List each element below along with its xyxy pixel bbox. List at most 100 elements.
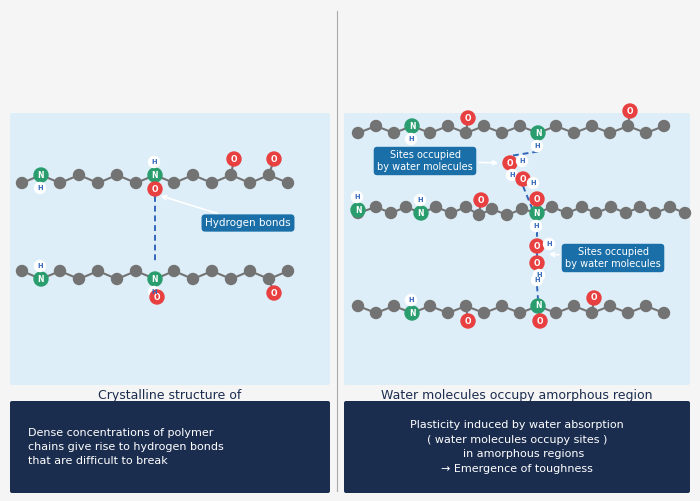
Text: H: H bbox=[37, 263, 43, 269]
Circle shape bbox=[479, 121, 489, 131]
Text: H: H bbox=[519, 158, 525, 164]
Text: O: O bbox=[537, 317, 543, 326]
Circle shape bbox=[680, 207, 690, 218]
Circle shape bbox=[351, 203, 365, 217]
Text: H: H bbox=[534, 143, 540, 149]
Circle shape bbox=[34, 261, 46, 272]
Circle shape bbox=[424, 127, 435, 138]
Circle shape bbox=[34, 168, 48, 182]
Text: Sites occupied
by water molecules: Sites occupied by water molecules bbox=[551, 247, 661, 269]
Circle shape bbox=[514, 308, 526, 319]
Text: H: H bbox=[37, 185, 43, 191]
Circle shape bbox=[550, 308, 561, 319]
Text: O: O bbox=[271, 154, 277, 163]
Circle shape bbox=[659, 121, 669, 131]
Circle shape bbox=[605, 127, 615, 138]
Circle shape bbox=[34, 182, 46, 193]
FancyBboxPatch shape bbox=[344, 401, 690, 493]
Circle shape bbox=[169, 177, 179, 188]
Circle shape bbox=[531, 126, 545, 140]
Text: N: N bbox=[409, 122, 415, 130]
Text: H: H bbox=[151, 159, 157, 165]
Text: Hydrogen bonds: Hydrogen bonds bbox=[162, 195, 290, 228]
Circle shape bbox=[148, 156, 160, 167]
Circle shape bbox=[622, 121, 634, 131]
Circle shape bbox=[34, 272, 48, 286]
Text: N: N bbox=[152, 275, 158, 284]
Circle shape bbox=[531, 220, 542, 231]
Circle shape bbox=[531, 140, 542, 151]
Circle shape bbox=[501, 209, 512, 220]
Circle shape bbox=[486, 203, 498, 214]
Circle shape bbox=[225, 274, 237, 285]
Text: H: H bbox=[534, 277, 540, 283]
Circle shape bbox=[605, 301, 615, 312]
Circle shape bbox=[507, 169, 517, 180]
FancyBboxPatch shape bbox=[10, 401, 330, 493]
Circle shape bbox=[405, 306, 419, 320]
Text: O: O bbox=[591, 294, 597, 303]
Circle shape bbox=[130, 177, 141, 188]
Text: Crystalline structure of
polyamide-66 resins: Crystalline structure of polyamide-66 re… bbox=[98, 389, 242, 417]
Circle shape bbox=[188, 274, 199, 285]
Circle shape bbox=[530, 256, 544, 270]
Text: H: H bbox=[509, 172, 514, 178]
Circle shape bbox=[386, 207, 396, 218]
Circle shape bbox=[227, 152, 241, 166]
Circle shape bbox=[353, 207, 363, 218]
Text: O: O bbox=[477, 195, 484, 204]
Circle shape bbox=[503, 156, 517, 170]
Circle shape bbox=[461, 301, 472, 312]
Circle shape bbox=[568, 301, 580, 312]
Circle shape bbox=[461, 111, 475, 125]
Circle shape bbox=[445, 207, 456, 218]
Circle shape bbox=[517, 155, 528, 166]
Text: O: O bbox=[231, 154, 237, 163]
Text: H: H bbox=[530, 180, 536, 186]
Circle shape bbox=[634, 201, 645, 212]
Circle shape bbox=[206, 177, 218, 188]
Circle shape bbox=[244, 266, 256, 277]
Text: O: O bbox=[271, 289, 277, 298]
Text: N: N bbox=[418, 208, 424, 217]
Circle shape bbox=[474, 193, 488, 207]
Circle shape bbox=[414, 194, 426, 205]
Circle shape bbox=[55, 266, 66, 277]
Circle shape bbox=[528, 177, 538, 188]
Circle shape bbox=[530, 192, 544, 206]
Circle shape bbox=[531, 275, 542, 286]
Circle shape bbox=[188, 169, 199, 180]
Circle shape bbox=[533, 270, 545, 281]
Circle shape bbox=[606, 201, 617, 212]
Circle shape bbox=[353, 127, 363, 138]
FancyBboxPatch shape bbox=[344, 113, 690, 385]
Circle shape bbox=[353, 301, 363, 312]
Circle shape bbox=[370, 121, 382, 131]
Circle shape bbox=[389, 301, 400, 312]
Circle shape bbox=[517, 203, 528, 214]
Circle shape bbox=[473, 209, 484, 220]
Circle shape bbox=[543, 238, 554, 249]
Circle shape bbox=[424, 301, 435, 312]
Circle shape bbox=[225, 169, 237, 180]
Circle shape bbox=[496, 301, 507, 312]
Text: Plasticity induced by water absorption
( water molecules occupy sites )
    in a: Plasticity induced by water absorption (… bbox=[410, 420, 624, 473]
Text: N: N bbox=[535, 302, 541, 311]
Circle shape bbox=[587, 291, 601, 305]
FancyBboxPatch shape bbox=[10, 113, 330, 385]
Text: N: N bbox=[535, 128, 541, 137]
Text: H: H bbox=[354, 194, 360, 200]
Circle shape bbox=[148, 287, 160, 298]
Circle shape bbox=[640, 301, 652, 312]
Text: O: O bbox=[533, 194, 540, 203]
Circle shape bbox=[389, 127, 400, 138]
Circle shape bbox=[568, 127, 580, 138]
Circle shape bbox=[640, 127, 652, 138]
Circle shape bbox=[130, 266, 141, 277]
Circle shape bbox=[370, 308, 382, 319]
Circle shape bbox=[442, 121, 454, 131]
Circle shape bbox=[405, 119, 419, 133]
Circle shape bbox=[577, 201, 587, 212]
Circle shape bbox=[591, 207, 601, 218]
Circle shape bbox=[479, 308, 489, 319]
